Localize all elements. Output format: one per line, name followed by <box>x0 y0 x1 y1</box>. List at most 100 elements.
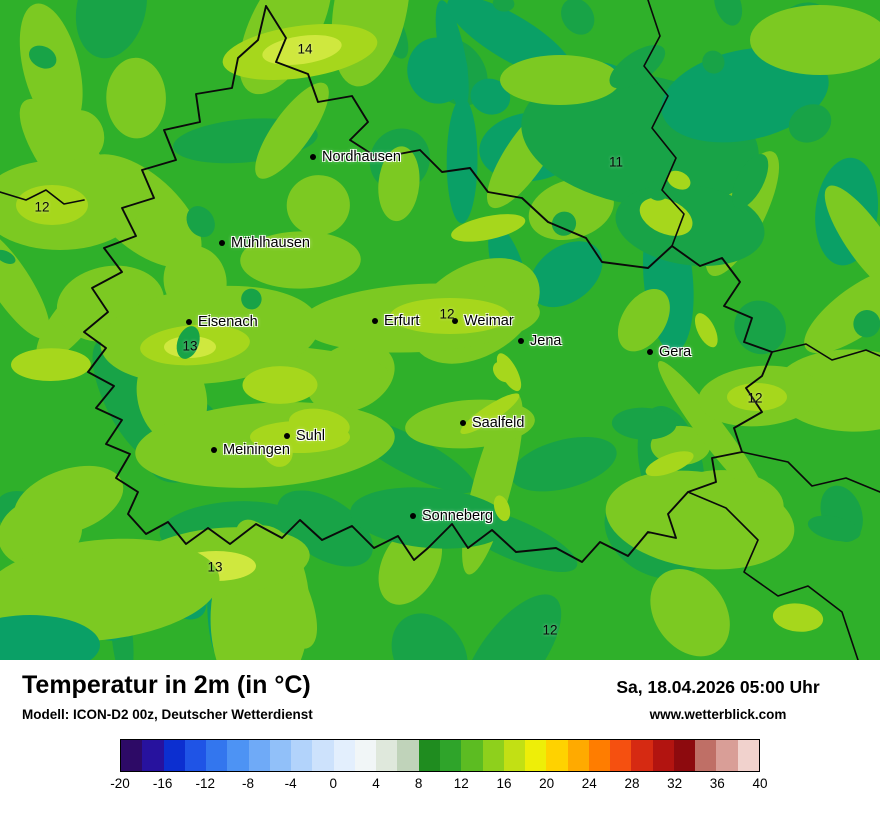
temperature-patch <box>288 408 350 440</box>
temperature-patch <box>551 211 577 236</box>
legend-color-segment <box>418 739 440 771</box>
state-border-line <box>687 491 859 660</box>
temperature-patch <box>390 298 510 334</box>
temperature-patch <box>286 175 350 236</box>
temperature-legend: -20 -16 -12 -8 -4 0 4 8 12 16 20 24 28 32 36 40 <box>22 738 858 795</box>
legend-color-segment <box>376 739 398 771</box>
legend-color-segment <box>567 739 589 771</box>
temperature-patch <box>772 603 824 632</box>
temperature-patch <box>186 206 215 238</box>
legend-color-segment <box>652 739 674 771</box>
page-title: Temperatur in 2m (in °C) <box>22 671 311 699</box>
temperature-patch <box>29 45 57 69</box>
temperature-patch <box>605 470 795 570</box>
temperature-patch <box>407 37 468 104</box>
legend-color-segment <box>439 739 462 771</box>
temperature-patch <box>262 434 293 467</box>
temperature-patch <box>667 170 691 190</box>
temperature-patch <box>645 451 694 477</box>
temperature-patch <box>461 594 562 660</box>
temperature-patch <box>446 97 478 224</box>
temperature-patch <box>714 0 743 26</box>
temperature-patch <box>0 615 100 660</box>
temperature-patch <box>617 288 670 352</box>
temperature-patch <box>262 35 342 65</box>
temperature-patch <box>493 495 511 522</box>
temperature-patch <box>106 57 166 139</box>
temperature-patch <box>492 361 515 383</box>
legend-color-segment <box>354 739 377 771</box>
temperature-patch <box>16 185 88 225</box>
legend-color-segment <box>312 739 334 771</box>
legend-color-segment <box>121 739 143 771</box>
temperature-patch <box>807 515 861 542</box>
temperature-patch <box>451 214 526 242</box>
temperature-patch <box>240 231 361 289</box>
model-info: Modell: ICON-D2 00z, Deutscher Wetterdie… <box>22 706 313 722</box>
temperature-patch <box>661 47 829 143</box>
map-footer: Temperatur in 2m (in °C) Modell: ICON-D2… <box>0 660 880 830</box>
legend-tick-label: -20 <box>110 775 130 791</box>
legend-color-segment <box>227 739 249 771</box>
temperature-patch <box>255 82 329 179</box>
legend-color-segment <box>397 739 419 771</box>
temperature-patch <box>774 349 880 432</box>
legend-color-segment <box>588 739 611 771</box>
legend-color-segment <box>737 739 759 771</box>
temperature-patch <box>650 569 730 657</box>
temperature-patch <box>788 104 832 143</box>
temperature-patch <box>378 146 420 222</box>
temperature-patch <box>510 436 617 492</box>
legend-tick-label: -12 <box>195 775 216 791</box>
temperature-patch <box>500 55 620 105</box>
forecast-datetime: Sa, 18.04.2026 05:00 Uhr <box>616 676 820 697</box>
legend-tick-label: 16 <box>496 775 512 791</box>
legend-color-segment <box>248 739 270 771</box>
legend-tick-label: -8 <box>241 775 255 791</box>
temperature-patch <box>804 267 880 354</box>
legend-tick-label: -4 <box>284 775 297 791</box>
temperature-patch <box>11 348 91 382</box>
legend-color-segment <box>184 739 207 771</box>
legend-color-segment <box>716 739 738 771</box>
legend-color-segment <box>673 739 696 771</box>
legend-tick-label: 32 <box>667 775 683 791</box>
temperature-patch <box>241 288 262 310</box>
legend-color-segment <box>482 739 504 771</box>
legend-tick-label: 8 <box>414 775 423 791</box>
legend-color-segment <box>695 739 717 771</box>
website-url: www.wetterblick.com <box>649 706 787 722</box>
temperature-patch <box>75 0 147 59</box>
temperature-patch <box>0 249 16 264</box>
legend-tick-label: 40 <box>752 775 768 791</box>
temperature-patch <box>492 0 515 12</box>
temperature-patch <box>0 226 50 339</box>
temperature-patch <box>702 50 725 74</box>
temperature-patch <box>731 153 769 209</box>
temperature-patch <box>727 383 787 411</box>
legend-tick-label: 20 <box>539 775 555 791</box>
state-border-line <box>741 451 880 493</box>
legend-tick-label: 36 <box>709 775 725 791</box>
temperature-patch <box>242 366 318 404</box>
temperature-patch <box>609 44 666 89</box>
temperature-patch <box>460 393 520 434</box>
legend-color-bar <box>120 738 760 772</box>
temperature-patch <box>824 185 880 297</box>
legend-tick-label: -16 <box>152 775 173 791</box>
temperature-patch <box>657 361 767 502</box>
temperature-patch <box>561 0 595 35</box>
legend-color-segment <box>610 739 632 771</box>
legend-tick-label: 28 <box>624 775 640 791</box>
legend-tick-label: 4 <box>372 775 380 791</box>
temperature-patch <box>694 313 718 348</box>
legend-tick-label: 24 <box>581 775 597 791</box>
state-border-line <box>643 0 685 247</box>
state-border-line <box>771 343 880 361</box>
temperature-patch <box>470 78 511 115</box>
legend-color-segment <box>206 739 228 771</box>
legend-tick-labels: -20 -16 -12 -8 -4 0 4 8 12 16 20 24 28 32 36 40 <box>110 775 767 795</box>
legend-color-segment <box>142 739 164 771</box>
legend-tick-label: 0 <box>329 775 338 791</box>
temperature-patch <box>750 5 880 75</box>
